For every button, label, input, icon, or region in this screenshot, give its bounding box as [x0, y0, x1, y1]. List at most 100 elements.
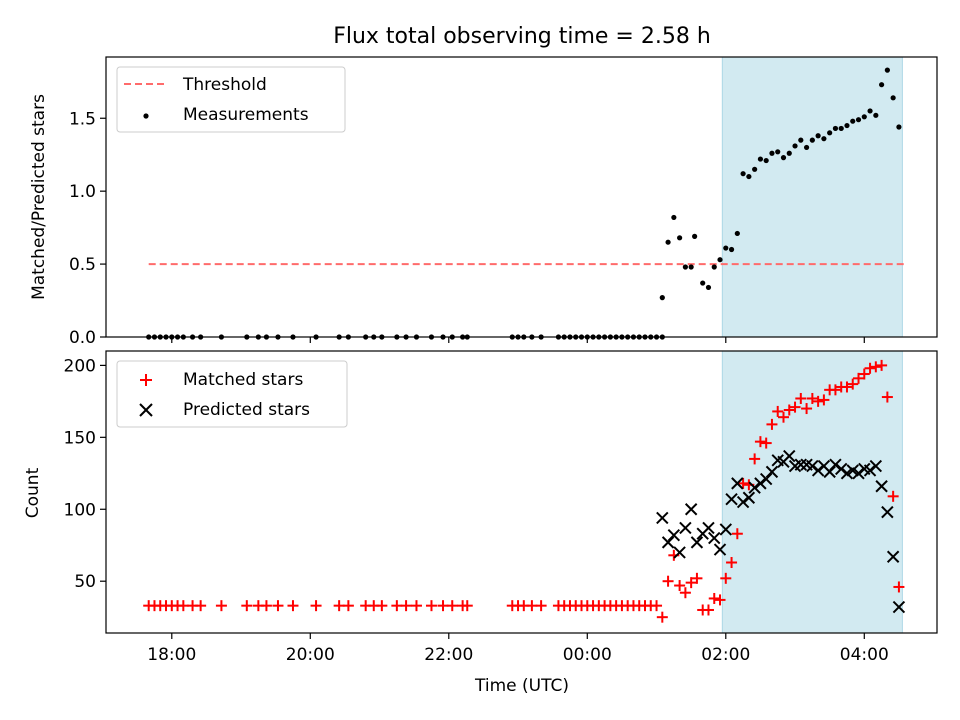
- measurement-point: [792, 143, 798, 149]
- predicted-star-marker: [690, 536, 704, 549]
- matched-star-marker: [685, 577, 697, 589]
- measurement-point: [665, 239, 671, 245]
- matched-star-points: [143, 359, 905, 623]
- x-tick-label: 22:00: [424, 645, 473, 665]
- matched-star-marker: [749, 453, 761, 465]
- matched-star-marker: [376, 600, 388, 612]
- matched-star-marker: [425, 600, 437, 612]
- matched-star-marker: [887, 490, 899, 502]
- matched-star-marker: [893, 581, 905, 593]
- measurement-point: [780, 155, 787, 161]
- bottom-legend-box: [116, 360, 348, 428]
- matched-star-marker: [333, 600, 345, 612]
- matched-star-marker: [847, 378, 859, 390]
- matched-star-marker: [287, 600, 299, 612]
- measurement-point: [677, 235, 683, 241]
- measurement-point: [844, 122, 850, 129]
- bottom-y-ticks: 50 100 150 200: [64, 356, 106, 592]
- matched-star-marker: [795, 392, 807, 404]
- matched-star-marker: [777, 411, 789, 423]
- measurement-point: [700, 280, 706, 286]
- shaded-observing-window: [721, 56, 903, 338]
- matched-star-marker: [310, 600, 322, 612]
- measurement-point: [821, 136, 827, 142]
- y-tick-label: 200: [64, 356, 96, 376]
- matched-star-marker: [760, 437, 772, 449]
- legend-measurements-swatch: [143, 113, 149, 119]
- matched-star-marker: [391, 600, 403, 612]
- matched-star-marker: [461, 600, 473, 612]
- legend-matched-label: Matched stars: [183, 370, 303, 390]
- x-tick-label: 18:00: [147, 645, 196, 665]
- top-y-axis-label: Matched/Predicted stars: [29, 94, 49, 300]
- matched-star-marker: [702, 604, 714, 616]
- predicted-star-marker: [811, 464, 825, 477]
- predicted-star-marker: [667, 528, 681, 542]
- matched-star-marker: [789, 401, 801, 413]
- measurement-point: [769, 150, 775, 156]
- matched-star-marker: [400, 600, 412, 612]
- matched-star-marker: [410, 600, 422, 612]
- measurement-point: [896, 124, 902, 130]
- predicted-star-marker: [759, 472, 773, 486]
- matched-star-marker: [731, 528, 743, 540]
- measurement-point: [757, 156, 764, 162]
- predicted-star-marker: [656, 511, 669, 525]
- matched-star-marker: [870, 361, 882, 373]
- figure-title: Flux total observing time = 2.58 h: [333, 24, 711, 49]
- measurement-point: [838, 125, 844, 132]
- measurement-point: [740, 171, 746, 177]
- y-tick-label: 0.5: [69, 255, 96, 275]
- matched-star-marker: [342, 600, 354, 612]
- matched-star-marker: [241, 600, 253, 612]
- measurement-point: [711, 264, 717, 270]
- predicted-star-marker: [881, 505, 894, 519]
- bottom-x-ticks: 18:00 20:00 22:00 00:00 02:00 04:00: [147, 633, 889, 665]
- measurement-point: [692, 233, 698, 239]
- matched-star-marker: [714, 594, 726, 606]
- matched-star-marker: [829, 384, 841, 396]
- matched-star-marker: [260, 600, 272, 612]
- top-plot-frame: [105, 56, 938, 338]
- predicted-star-marker: [863, 464, 877, 477]
- matched-star-marker: [881, 391, 893, 403]
- matched-star-marker: [876, 359, 888, 371]
- bottom-legend: Matched stars Predicted stars: [116, 360, 348, 428]
- measurement-point: [890, 95, 896, 101]
- measurement-point: [763, 157, 769, 164]
- matched-star-marker: [783, 404, 795, 416]
- matched-star-marker: [177, 600, 189, 612]
- matched-star-marker: [437, 600, 449, 612]
- measurement-point: [728, 246, 735, 253]
- predicted-star-marker: [708, 531, 721, 545]
- matched-star-marker: [812, 395, 824, 407]
- predicted-star-marker: [823, 465, 836, 479]
- predicted-star-marker: [725, 492, 738, 506]
- matched-star-marker: [526, 600, 538, 612]
- top-x-ticks: [171, 337, 865, 343]
- predicted-star-marker: [736, 495, 750, 509]
- matched-star-marker: [708, 592, 720, 604]
- matched-star-marker: [446, 600, 458, 612]
- measurement-point: [775, 149, 781, 155]
- matched-star-marker: [841, 381, 853, 393]
- predicted-star-marker: [806, 459, 819, 473]
- measurement-point: [798, 137, 804, 143]
- x-tick-label: 20:00: [286, 645, 335, 665]
- legend-matched-swatch: [140, 374, 152, 386]
- matched-star-marker: [215, 600, 227, 612]
- measurement-point: [884, 67, 890, 73]
- measurement-point: [815, 133, 821, 139]
- bottom-plot-frame: [105, 350, 938, 634]
- top-panel: 0.0 0.5 1.0 1.5 Matched/Predicted stars Thr…: [29, 56, 938, 348]
- y-tick-label: 1.5: [69, 109, 96, 129]
- matched-star-marker: [674, 580, 686, 592]
- matched-star-marker: [195, 600, 207, 612]
- measurement-point: [850, 118, 856, 124]
- predicted-star-marker: [852, 467, 865, 480]
- matched-star-marker: [772, 405, 784, 417]
- measurement-point: [688, 264, 694, 270]
- predicted-star-marker: [794, 458, 808, 471]
